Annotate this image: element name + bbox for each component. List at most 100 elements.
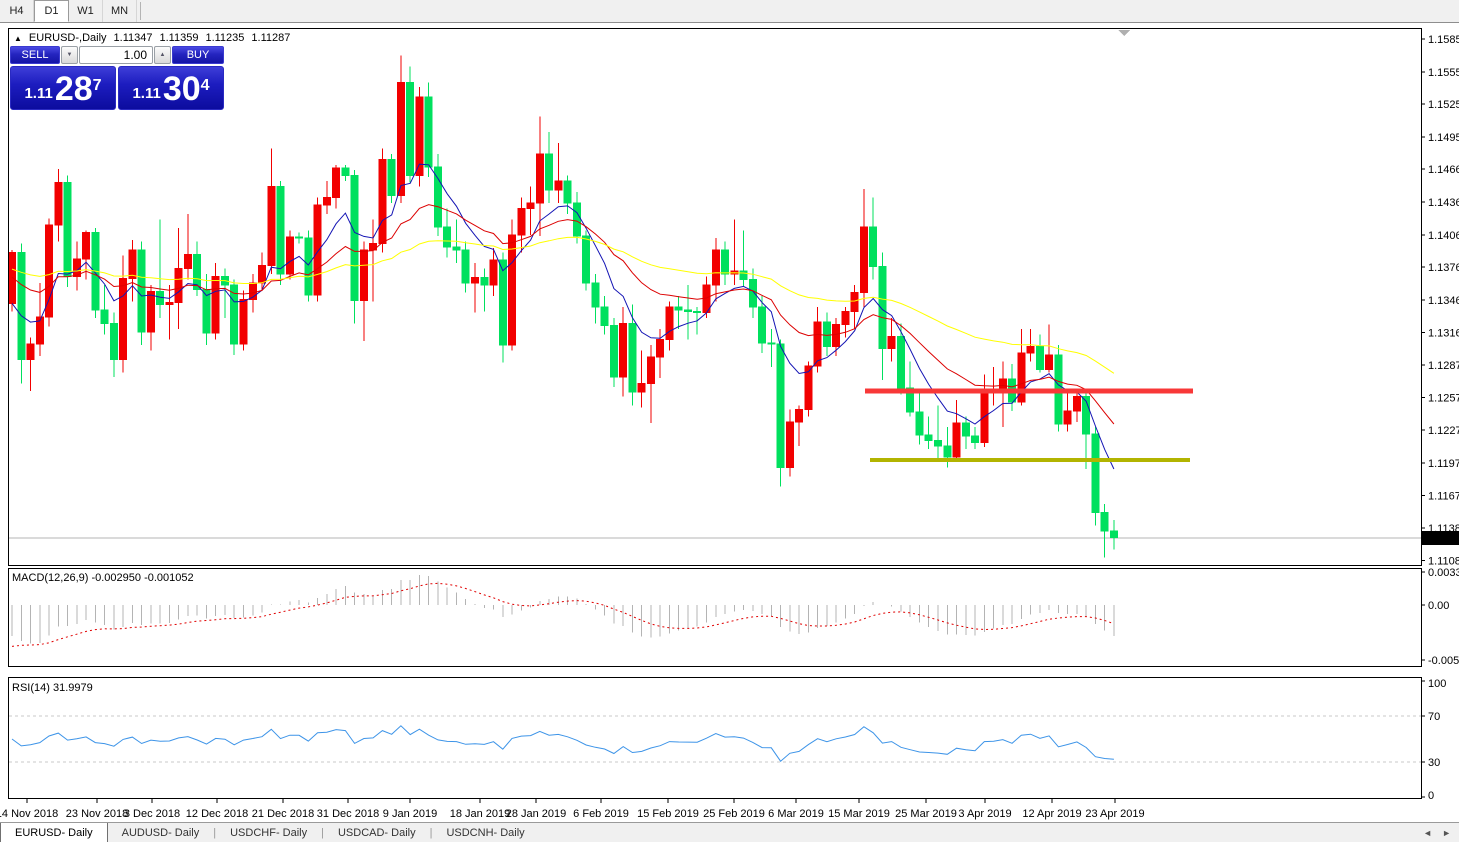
volume-decrease-button[interactable]: ▼ xyxy=(61,46,78,64)
candle-body xyxy=(174,268,183,304)
price-axis-label: 1.14360 xyxy=(1428,197,1459,209)
candle-body xyxy=(600,306,609,327)
candle-body xyxy=(183,253,192,270)
price-axis-label: 1.15850 xyxy=(1428,34,1459,46)
chart-window: 1.15850 1.15550 1.15255 1.14955 1.14660 1.143… xyxy=(0,23,1459,842)
candle-body xyxy=(332,167,341,199)
candle-body xyxy=(795,409,804,423)
rsi-label: RSI(14) 31.9979 xyxy=(12,682,93,694)
chart-tabs-bar: EURUSD- Daily AUDUSD- Daily | USDCHF- Daily… xyxy=(0,822,1459,842)
candle-body xyxy=(785,421,794,469)
candle-body xyxy=(619,322,628,378)
timeframe-tab-d1[interactable]: D1 xyxy=(34,0,69,22)
rsi-indicator-pane[interactable]: RSI(14) 31.9979 100 70 30 0 xyxy=(0,670,1459,804)
candle-body xyxy=(859,226,868,294)
buy-price-button[interactable]: 1.11 30 4 xyxy=(118,66,224,110)
candle-body xyxy=(776,343,785,469)
candle-body xyxy=(285,236,294,275)
macd-pane-border xyxy=(8,568,1422,667)
candle-body xyxy=(489,259,498,286)
candle-body xyxy=(896,335,905,389)
candle-body xyxy=(239,298,248,345)
chart-tab-usdcad[interactable]: USDCAD- Daily xyxy=(337,826,416,839)
candle-body xyxy=(433,166,442,228)
buy-button[interactable]: BUY xyxy=(172,46,224,64)
price-plot-layer xyxy=(9,55,1421,558)
candle-body xyxy=(674,306,683,311)
rsi-axis-label: 70 xyxy=(1428,711,1440,723)
macd-axis-label: 0.003383 xyxy=(1428,568,1459,579)
rsi-pane-border xyxy=(8,677,1422,799)
price-axis-label: 1.13765 xyxy=(1428,262,1459,274)
candle-body xyxy=(119,277,128,360)
macd-label: MACD(12,26,9) -0.002950 -0.001052 xyxy=(12,572,194,584)
price-chart-pane[interactable]: 1.15850 1.15550 1.15255 1.14955 1.14660 1.143… xyxy=(0,26,1459,568)
candle-body xyxy=(832,323,841,347)
date-axis-label: 3 Dec 2018 xyxy=(123,808,181,820)
price-axis-label: 1.15550 xyxy=(1428,67,1459,79)
macd-axis-label: -0.005663 xyxy=(1428,655,1459,667)
chart-tab-eurusd[interactable]: EURUSD- Daily xyxy=(0,823,108,842)
chart-tab-audusd[interactable]: AUDUSD- Daily xyxy=(121,826,200,839)
candle-body xyxy=(156,291,165,306)
date-axis-label: 28 Jan 2019 xyxy=(505,808,567,820)
candle-body xyxy=(739,270,748,281)
candle-body xyxy=(396,82,405,196)
candle-body xyxy=(517,208,526,236)
candle-body xyxy=(1026,345,1035,354)
candle-body xyxy=(572,202,581,237)
timeframe-tab-h4[interactable]: H4 xyxy=(0,0,34,22)
macd-histogram-layer xyxy=(11,574,1115,644)
candle-body xyxy=(656,339,665,358)
candle-body xyxy=(822,321,831,347)
candle-body xyxy=(313,204,322,296)
candle-body xyxy=(1072,396,1081,412)
candle-body xyxy=(341,167,350,177)
volume-increase-button[interactable]: ▲ xyxy=(154,46,171,64)
candle-body xyxy=(258,264,267,284)
candle-body xyxy=(1035,345,1044,370)
candle-body xyxy=(137,249,146,333)
candle-body xyxy=(637,382,646,393)
tab-separator: | xyxy=(321,826,324,839)
candle-body xyxy=(359,249,368,301)
collapse-arrow-icon[interactable]: ▲ xyxy=(14,33,22,43)
candle-body xyxy=(943,445,952,458)
candle-body xyxy=(767,342,776,345)
buy-price-prefix: 1.11 xyxy=(132,85,161,102)
timeframe-tab-mn[interactable]: MN xyxy=(103,0,137,22)
candle-body xyxy=(961,422,970,437)
candle-body xyxy=(45,224,54,318)
chart-title: ▲ EURUSD-,Daily 1.11347 1.11359 1.11235 1.1… xyxy=(14,31,290,45)
candle-body xyxy=(1063,410,1072,425)
candle-body xyxy=(609,325,618,378)
chart-tab-usdchf[interactable]: USDCHF- Daily xyxy=(230,826,308,839)
timeframe-tab-w1[interactable]: W1 xyxy=(69,0,103,22)
candle-body xyxy=(711,249,720,286)
candle-body xyxy=(721,249,730,275)
candle-body xyxy=(35,316,44,345)
date-axis-label: 15 Mar 2019 xyxy=(828,808,890,820)
chart-tab-usdcnh[interactable]: USDCNH- Daily xyxy=(446,826,525,839)
scroll-left-icon[interactable]: ◄ xyxy=(1423,827,1433,838)
candle-body xyxy=(63,181,72,277)
date-axis[interactable]: 14 Nov 2018 23 Nov 2018 3 Dec 2018 12 Dec 2… xyxy=(0,804,1459,824)
sell-button[interactable]: SELL xyxy=(10,46,60,64)
macd-indicator-pane[interactable]: MACD(12,26,9) -0.002950 -0.001052 0.00338… xyxy=(0,568,1459,670)
toolbar-divider xyxy=(140,2,141,20)
volume-input[interactable] xyxy=(79,46,153,64)
price-axis[interactable]: 1.15850 1.15550 1.15255 1.14955 1.14660 1.143… xyxy=(1421,34,1459,568)
scroll-right-icon[interactable]: ► xyxy=(1442,827,1451,838)
candle-body xyxy=(1109,530,1118,539)
date-axis-label: 23 Apr 2019 xyxy=(1085,808,1145,820)
candle-body xyxy=(165,302,174,306)
sell-price-button[interactable]: 1.11 28 7 xyxy=(10,66,116,110)
candle-body xyxy=(748,279,757,308)
buy-price-big-digits: 30 xyxy=(162,70,201,108)
candle-body xyxy=(9,251,16,305)
rsi-axis-label: 0 xyxy=(1428,790,1434,802)
price-axis-label: 1.13165 xyxy=(1428,328,1459,340)
candle-body xyxy=(758,306,767,344)
candle-body xyxy=(211,275,220,334)
